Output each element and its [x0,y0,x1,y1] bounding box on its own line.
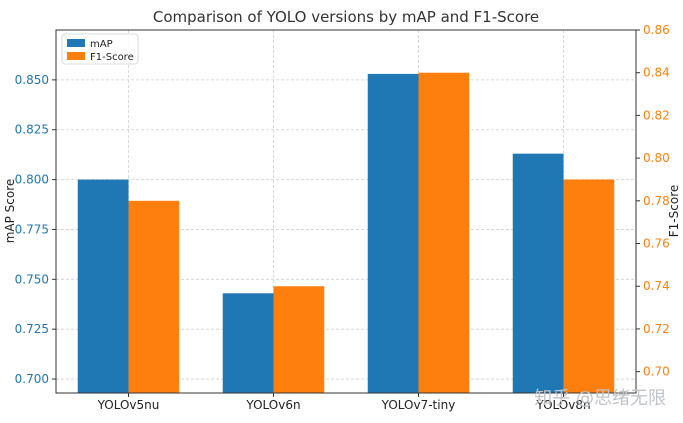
right-tick-label: 0.82 [643,108,670,122]
left-y-axis: 0.700 0.725 0.750 0.775 0.800 0.825 0.850 [15,73,56,386]
left-tick-label: 0.800 [15,173,49,187]
legend-swatch [67,39,85,47]
x-tick-label: YOLOv5nu [97,398,160,412]
bar-map-yolov7-tiny [367,73,419,393]
watermark: 知乎 @思绪无限 [534,388,666,409]
x-tick-label: YOLOv8n [535,398,590,412]
left-tick-label: 0.700 [15,372,49,386]
y-axis-label-right: F1-Score [667,185,681,237]
bars [77,72,615,394]
left-tick-label: 0.775 [15,222,49,236]
right-y-axis: 0.70 0.72 0.74 0.76 0.78 0.80 0.82 0.84 0.86 [636,23,670,379]
right-tick-label: 0.86 [643,23,670,37]
right-tick-label: 0.78 [643,194,670,208]
bar-map-yolov8n [512,153,564,393]
legend-label: F1-Score [90,52,134,63]
bar-map-yolov5nu [77,179,129,393]
legend-swatch [67,52,85,60]
right-tick-label: 0.76 [643,237,670,251]
right-tick-label: 0.74 [643,279,670,293]
right-tick-label: 0.70 [643,365,670,379]
left-tick-label: 0.750 [15,272,49,286]
legend-label: mAP [90,39,113,50]
bar-f1-score-yolov6n [273,286,325,393]
x-tick-label: YOLOv6n [245,398,300,412]
right-tick-label: 0.80 [643,151,670,165]
bar-f1-score-yolov8n [563,179,615,393]
plot-frame [55,29,637,394]
legend: mAP F1-Score [61,33,139,65]
right-tick-label: 0.72 [643,322,670,336]
chart-title: Comparison of YOLO versions by mAP and F… [153,8,539,26]
bar-map-yolov6n [222,293,274,393]
x-tick-label: YOLOv7-tiny [381,398,456,412]
left-tick-label: 0.850 [15,73,49,87]
right-tick-label: 0.84 [643,66,670,80]
bar-f1-score-yolov7-tiny [418,72,470,394]
x-axis: YOLOv5nu YOLOv6n YOLOv7-tiny YOLOv8n [97,393,591,412]
left-tick-label: 0.725 [15,322,49,336]
left-tick-label: 0.825 [15,123,49,137]
y-axis-label-left: mAP Score [3,179,17,244]
bar-f1-score-yolov5nu [128,200,180,393]
